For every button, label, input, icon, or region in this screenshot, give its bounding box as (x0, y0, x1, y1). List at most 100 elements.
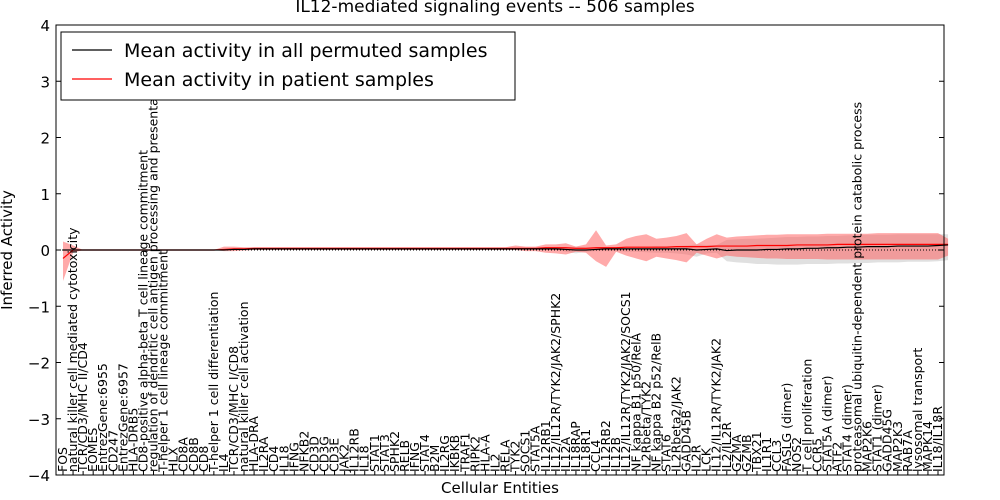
x-category-label: B2M (427, 445, 442, 472)
x-category-label: MAP2K3 (890, 421, 905, 472)
x-category-label: GADD45G (880, 409, 895, 472)
x-category-label: RIPK2 (467, 436, 482, 472)
x-category-label: regulation of dendritic cell antigen pro… (146, 74, 161, 472)
x-category-label: STAT5A (528, 425, 543, 472)
x-category-label: IL12RB1 (538, 420, 553, 472)
x-category-label: IL18 (276, 445, 291, 472)
x-category-label: CD3G (316, 436, 331, 472)
x-category-label: MAP2K6 (860, 421, 875, 472)
x-category-label: IL2R (689, 444, 704, 472)
x-category-label: STAT4 (dimer) (839, 384, 854, 472)
band-patient-spread (63, 230, 949, 281)
x-category-label: TCR/CD3/MHC II/CD4 (75, 342, 90, 473)
x-category-label: IL12/IL12R/TYK2/JAK2 (709, 338, 724, 472)
series-line-permuted (63, 244, 949, 252)
x-category-label: T-helper 1 cell differentiation (206, 292, 221, 473)
x-category-label: IL2/IL2R (719, 422, 734, 472)
x-category-label: IL2 (487, 453, 502, 472)
x-category-label: IL2RA (256, 436, 271, 472)
x-category-label: SPHK2 (387, 431, 402, 472)
x-category-label: RELB (397, 440, 412, 472)
x-category-label: MAPK14 (920, 421, 935, 472)
x-category-label: IFNG (407, 442, 422, 472)
legend-label-patient: Mean activity in patient samples (124, 69, 434, 91)
x-category-label: HLX (166, 447, 181, 472)
x-category-label: STAT5A (dimer) (819, 376, 834, 472)
x-category-label: FASLG (dimer) (779, 383, 794, 472)
x-category-label: HLA-DRB5 (125, 408, 140, 472)
y-tick-label: 4 (40, 17, 50, 35)
y-axis-label: Inferred Activity (0, 190, 16, 310)
x-category-label: IL12/IL12R/TYK2/JAK2/SOCS1 (618, 291, 633, 472)
x-category-label: IL12B (608, 437, 623, 472)
x-category-label: IL18RAP (568, 421, 583, 472)
x-category-label: IL2RG (437, 435, 452, 472)
x-category-label: EOMES (85, 428, 100, 472)
x-category-label: IL12RB2 (598, 420, 613, 472)
x-category-label: RAB7A (900, 430, 915, 472)
y-tick-label: 2 (40, 130, 50, 148)
x-category-label: HLA-DRA (246, 416, 261, 472)
x-category-label: IL18 (357, 445, 372, 472)
legend-label-permuted: Mean activity in all permuted samples (124, 40, 487, 62)
x-category-label: NFKB2 (296, 431, 311, 472)
legend: Mean activity in all permuted samples Me… (60, 31, 516, 101)
x-category-label: IL4 (216, 453, 231, 472)
x-category-label: natural killer cell activation (236, 301, 251, 472)
x-category-label: NF kappa B1 p50/RelA (628, 332, 643, 472)
y-tick-label: −2 (28, 355, 50, 373)
x-category-label: CD3E (327, 438, 342, 472)
x-category-label: CCL3 (769, 440, 784, 472)
x-category-label: IFNG (286, 442, 301, 472)
x-category-label: lysosomal transport (910, 348, 925, 472)
x-category-label: IKBKB (447, 435, 462, 472)
x-category-label: RELA (498, 439, 513, 472)
x-category-label: HLA-A (477, 434, 492, 472)
x-category-label: CCL4 (588, 440, 603, 472)
x-category-label: STAT1 (dimer) (870, 384, 885, 472)
x-category-label: CD8B (186, 437, 201, 472)
x-category-label: TRAF1 (457, 432, 472, 473)
x-category-label: GZMA (729, 434, 744, 472)
y-tick-label: 0 (40, 242, 50, 260)
x-category-label: proteasomal ubiquitin-dependent protein … (850, 102, 865, 472)
x-category-label: SOCS1 (518, 430, 533, 472)
x-category-label: NF kappa B2 p52/RelB (648, 333, 663, 472)
x-category-label: LCK (699, 447, 714, 472)
x-category-label: T cell proliferation (799, 359, 814, 473)
x-category-label: CCR5 (809, 438, 824, 472)
x-category-label: TBX21 (749, 431, 764, 473)
x-category-label: EntrezGene:6955 (95, 363, 110, 472)
x-category-label: STAT1 (367, 434, 382, 472)
x-category-label: IL12RB (347, 428, 362, 472)
x-category-label: JAK2 (337, 444, 352, 473)
x-category-label: CD3D (306, 436, 321, 472)
y-tick-label: −1 (28, 298, 50, 316)
x-category-label: IL12/IL12R/TYK2/JAK2/SPHK2 (548, 293, 563, 472)
x-category-label: natural killer cell mediated cytotoxicit… (65, 227, 80, 472)
x-category-label: IL18/IL18R (930, 406, 945, 472)
x-category-label: IL2Rbeta/TYK2 (638, 381, 653, 472)
legend-box (60, 31, 516, 101)
x-category-label: STAT4 (417, 434, 432, 472)
x-category-label: GZMB (739, 434, 754, 472)
x-category-label: NOS2 (789, 437, 804, 472)
x-axis-label: Cellular Entities (441, 479, 559, 497)
x-category-label: CD4 (266, 446, 281, 472)
y-tick-label: 1 (40, 186, 50, 204)
lines-layer (62, 243, 949, 259)
x-category-label: CD8 (196, 446, 211, 472)
x-category-label: STAT3 (377, 434, 392, 472)
x-category-label: EntrezGene:6957 (115, 363, 130, 472)
chart-title: IL12-mediated signaling events -- 506 sa… (295, 0, 695, 17)
x-category-label: ATF2 (829, 442, 844, 472)
x-category-label: TYK2 (508, 441, 523, 473)
x-category-label: TCR/CD3/MHC I/CD8 (226, 346, 241, 473)
x-category-label: GADD45B (679, 410, 694, 472)
x-category-label: IL12A (558, 436, 573, 472)
x-category-label: IL2Rbeta2/JAK2 (669, 376, 684, 472)
x-category-label: IL18R1 (578, 429, 593, 472)
x-category-label: T-helper 1 cell lineage commitment (156, 250, 171, 473)
